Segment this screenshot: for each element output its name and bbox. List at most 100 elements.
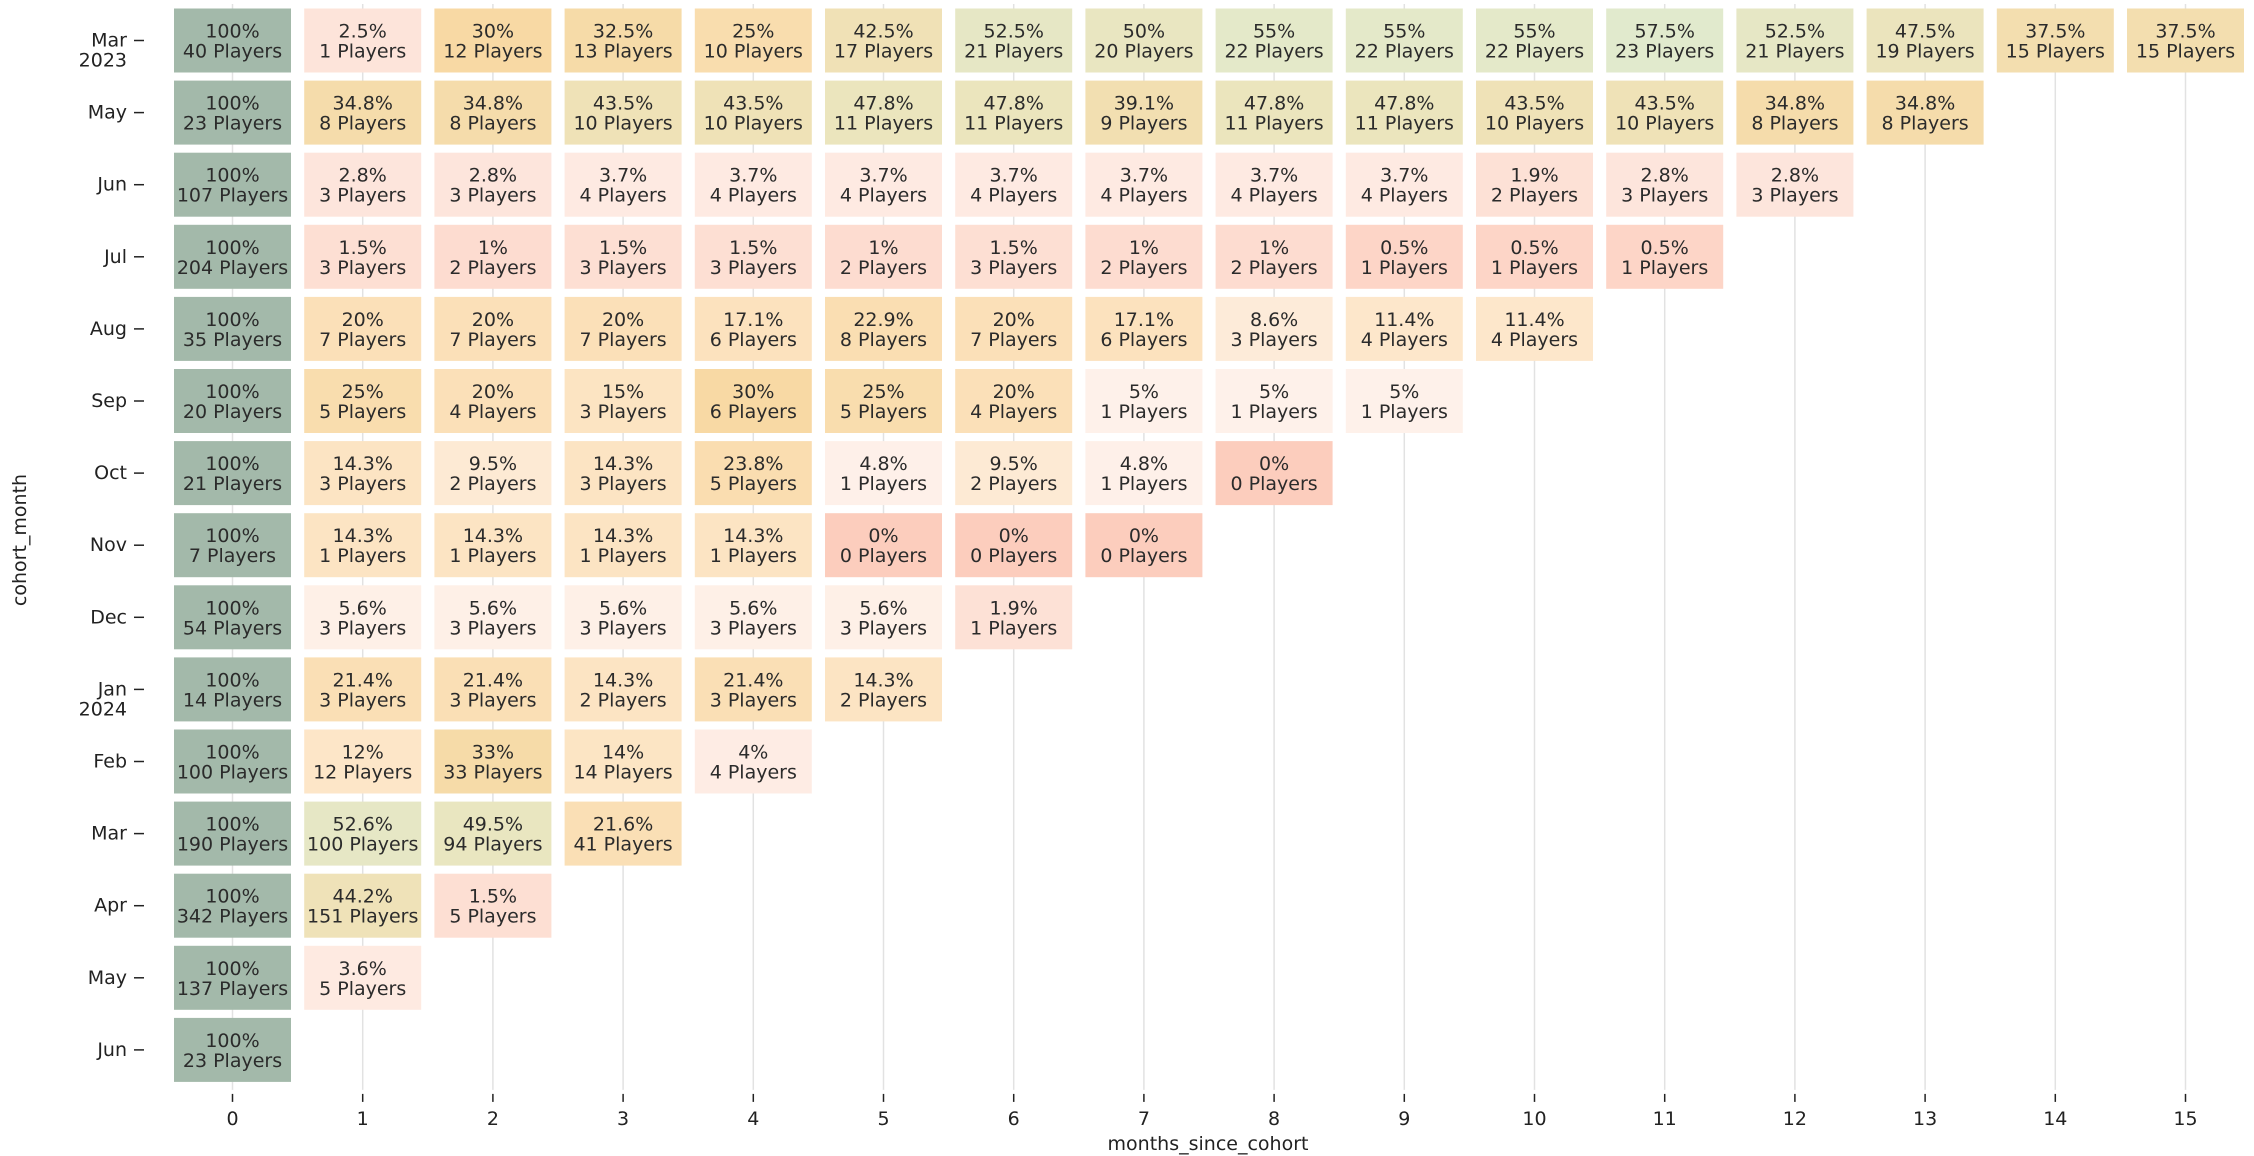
cell-players-label: 0 Players: [840, 545, 927, 567]
cell-players-label: 1 Players: [710, 545, 797, 567]
cell-players-label: 3 Players: [319, 689, 406, 711]
heatmap-cell: 20%4 Players: [434, 369, 552, 433]
cell-rect: [1085, 441, 1203, 506]
cell-percent-label: 5.6%: [729, 597, 777, 619]
heatmap-cell: 1.5%3 Players: [955, 224, 1073, 289]
cell-rect: [174, 441, 291, 506]
heatmap-cell: 3.7%4 Players: [1345, 152, 1463, 217]
cell-rect: [1866, 8, 1984, 73]
cell-rect: [434, 585, 552, 650]
heatmap-cell: 32.5%13 Players: [564, 8, 682, 73]
cell-rect: [1215, 441, 1333, 506]
cell-rect: [564, 729, 682, 794]
heatmap-cell: 55%22 Players: [1215, 8, 1333, 73]
cell-rect: [174, 224, 291, 289]
heatmap-cell: 34.8%8 Players: [434, 80, 552, 145]
cell-percent-label: 5.6%: [339, 597, 387, 619]
cell-rect: [564, 80, 682, 145]
cell-percent-label: 0%: [1129, 525, 1159, 547]
x-tick-label: 2: [487, 1108, 499, 1130]
heatmap-cell: 55%22 Players: [1345, 8, 1463, 73]
cell-players-label: 5 Players: [319, 401, 406, 423]
cell-percent-label: 100%: [205, 886, 259, 908]
cell-rect: [694, 441, 812, 506]
cell-rect: [825, 8, 942, 73]
cell-percent-label: 3.7%: [729, 165, 777, 187]
cell-players-label: 204 Players: [177, 257, 288, 279]
heatmap-cell: 5.6%3 Players: [304, 585, 422, 650]
heatmap-cell: 100%23 Players: [174, 80, 291, 145]
cell-players-label: 20 Players: [183, 401, 282, 423]
cell-rect: [434, 873, 552, 938]
cell-rect: [304, 729, 422, 794]
cell-players-label: 8 Players: [1882, 113, 1969, 135]
cell-percent-label: 5%: [1129, 381, 1159, 403]
cell-percent-label: 100%: [205, 597, 259, 619]
heatmap-cell: 14.3%3 Players: [564, 441, 682, 506]
cell-players-label: 2 Players: [1231, 257, 1318, 279]
heatmap-cell: 17.1%6 Players: [694, 296, 812, 361]
cell-players-label: 3 Players: [970, 257, 1057, 279]
cell-percent-label: 8.6%: [1250, 309, 1298, 331]
cell-rect: [2127, 8, 2244, 73]
cell-rect: [434, 8, 552, 73]
cell-rect: [1345, 8, 1463, 73]
cell-percent-label: 100%: [205, 1030, 259, 1052]
heatmap-cell: 0%0 Players: [825, 513, 942, 578]
heatmap-cell: 100%7 Players: [174, 513, 291, 578]
cell-percent-label: 4%: [738, 742, 768, 764]
cell-players-label: 1 Players: [840, 473, 927, 495]
cell-rect: [304, 657, 422, 722]
cell-percent-label: 1.5%: [339, 237, 387, 259]
cell-players-label: 7 Players: [580, 329, 667, 351]
heatmap-cell: 15%3 Players: [564, 369, 682, 433]
cell-players-label: 17 Players: [834, 41, 933, 63]
cell-rect: [304, 224, 422, 289]
cell-players-label: 3 Players: [840, 617, 927, 639]
cell-percent-label: 14.3%: [853, 669, 913, 691]
cell-rect: [174, 1017, 291, 1082]
y-tick-label: May: [88, 102, 127, 124]
cell-rect: [955, 369, 1073, 433]
cell-rect: [694, 729, 812, 794]
x-tick-label: 1: [357, 1108, 369, 1130]
cell-players-label: 3 Players: [1621, 185, 1708, 207]
heatmap-cell: 47.8%11 Players: [1215, 80, 1333, 145]
cell-percent-label: 55%: [1513, 21, 1555, 43]
heatmap-cell: 2.8%3 Players: [434, 152, 552, 217]
cell-rect: [1215, 152, 1333, 217]
heatmap-cell: 1.5%3 Players: [694, 224, 812, 289]
cell-players-label: 7 Players: [189, 545, 276, 567]
cell-rect: [694, 224, 812, 289]
cell-rect: [825, 296, 942, 361]
cell-percent-label: 43.5%: [723, 93, 783, 115]
cell-players-label: 10 Players: [704, 41, 803, 63]
cell-rect: [564, 441, 682, 506]
heatmap-cell: 100%190 Players: [174, 801, 291, 866]
cell-rect: [174, 8, 291, 73]
heatmap-cell: 34.8%8 Players: [1866, 80, 1984, 145]
cell-players-label: 5 Players: [449, 906, 536, 928]
cell-rect: [825, 369, 942, 433]
cell-rect: [564, 224, 682, 289]
cell-players-label: 1 Players: [1621, 257, 1708, 279]
cell-percent-label: 100%: [205, 525, 259, 547]
cell-players-label: 15 Players: [2136, 41, 2235, 63]
cell-players-label: 1 Players: [1361, 401, 1448, 423]
heatmap-cell: 20%7 Players: [304, 296, 422, 361]
cell-rect: [955, 585, 1073, 650]
y-tick-label: Jul: [103, 246, 127, 268]
cell-rect: [1476, 224, 1593, 289]
heatmap-cell: 1.5%5 Players: [434, 873, 552, 938]
y-tick-label: Dec: [90, 606, 127, 628]
cell-rect: [304, 80, 422, 145]
cell-percent-label: 50%: [1123, 21, 1165, 43]
cell-rect: [564, 152, 682, 217]
heatmap-cell: 5%1 Players: [1345, 369, 1463, 433]
heatmap-cell: 5.6%3 Players: [694, 585, 812, 650]
cell-players-label: 0 Players: [1100, 545, 1187, 567]
cell-rect: [955, 296, 1073, 361]
cell-rect: [564, 369, 682, 433]
cell-players-label: 4 Players: [840, 185, 927, 207]
